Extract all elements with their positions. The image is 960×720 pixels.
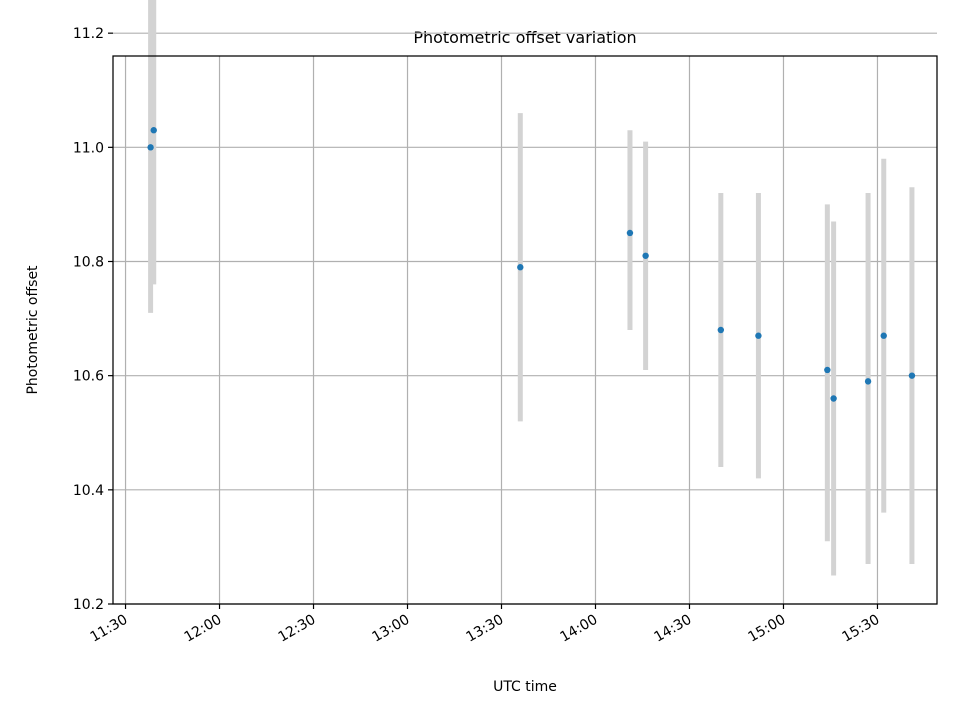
data-point [517,264,524,271]
y-tick-label: 10.8 [73,255,104,271]
plot-frame [112,55,938,605]
data-point [824,366,831,374]
y-tick-label: 11.2 [73,26,104,42]
data-point [150,127,157,134]
data-point [864,378,872,385]
data-point [642,252,649,259]
y-tick-label: 10.6 [73,369,104,385]
data-points [147,127,916,402]
y-tick-label: 11.0 [73,140,104,156]
grid [113,32,937,605]
chart-title: Photometric offset variation [413,28,636,47]
data-point [626,229,634,237]
x-axis-label: UTC time [493,679,557,695]
y-axis-ticks: 10.2 10.4 10.6 10.8 11.0 11.2 [73,26,113,613]
data-point [908,372,916,379]
y-tick-label: 10.2 [73,597,104,613]
data-point [880,332,887,339]
data-point [830,395,837,402]
data-point [147,144,154,151]
data-point [755,332,762,339]
y-tick-label: 10.4 [73,483,104,499]
data-point [717,326,725,334]
y-axis-label: Photometric offset [25,265,41,395]
